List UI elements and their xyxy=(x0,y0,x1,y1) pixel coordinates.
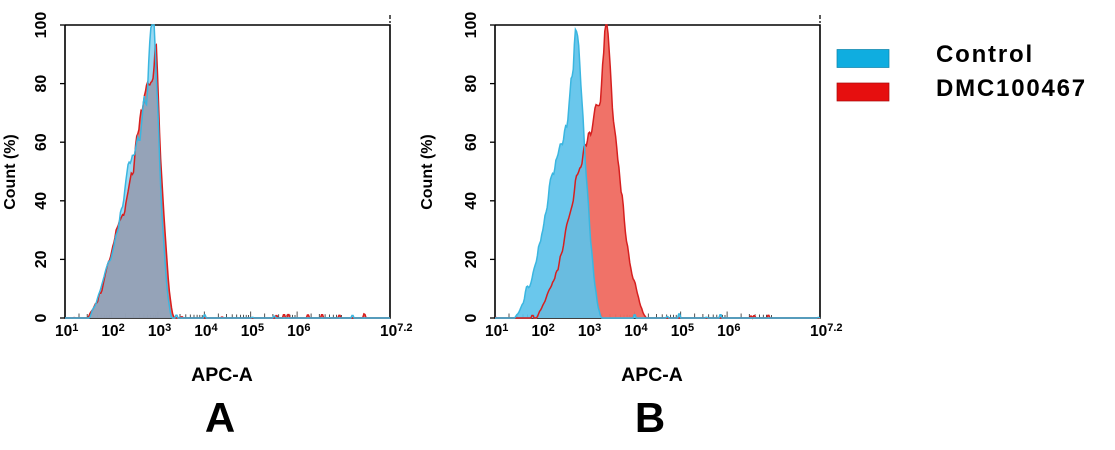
svg-text:20: 20 xyxy=(463,250,480,268)
svg-text:60: 60 xyxy=(463,133,480,151)
svg-text:100: 100 xyxy=(463,12,480,39)
svg-text:104: 104 xyxy=(194,322,218,340)
svg-text:103: 103 xyxy=(148,322,171,340)
svg-text:B: B xyxy=(635,394,665,441)
svg-text:105: 105 xyxy=(241,322,264,340)
svg-text:20: 20 xyxy=(33,250,50,268)
svg-text:APC-A: APC-A xyxy=(191,364,253,386)
svg-text:105: 105 xyxy=(671,322,694,340)
svg-text:102: 102 xyxy=(531,322,554,340)
svg-text:107.2: 107.2 xyxy=(810,322,843,340)
svg-text:40: 40 xyxy=(33,192,50,210)
svg-text:104: 104 xyxy=(624,322,648,340)
svg-text:Count (%): Count (%) xyxy=(419,134,436,210)
svg-text:80: 80 xyxy=(33,75,50,93)
svg-text:APC-A: APC-A xyxy=(621,364,683,386)
svg-text:106: 106 xyxy=(287,322,310,340)
svg-text:0: 0 xyxy=(33,313,50,322)
svg-text:100: 100 xyxy=(33,12,50,39)
svg-text:A: A xyxy=(205,394,235,441)
svg-text:107.2: 107.2 xyxy=(380,322,413,340)
svg-text:106: 106 xyxy=(717,322,740,340)
svg-text:Count (%): Count (%) xyxy=(2,134,19,210)
svg-text:60: 60 xyxy=(33,133,50,151)
svg-text:103: 103 xyxy=(578,322,601,340)
svg-text:101: 101 xyxy=(485,322,508,340)
svg-text:40: 40 xyxy=(463,192,480,210)
svg-text:80: 80 xyxy=(463,75,480,93)
svg-text:102: 102 xyxy=(101,322,124,340)
svg-text:0: 0 xyxy=(463,313,480,322)
svg-text:101: 101 xyxy=(55,322,78,340)
